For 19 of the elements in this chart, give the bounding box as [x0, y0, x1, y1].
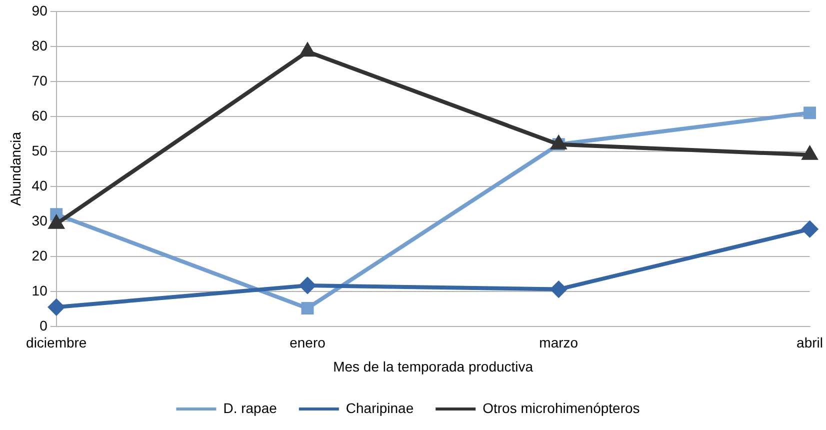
y-tick-label: 30 [32, 212, 48, 228]
legend-label: Charipinae [346, 400, 414, 416]
y-tick-label: 90 [32, 2, 48, 18]
x-tick-label: diciembre [26, 334, 87, 351]
y-axis-title: Abundancia [7, 132, 24, 206]
y-tick-label: 50 [32, 142, 48, 158]
x-tick-label: enero [290, 334, 326, 351]
x-axis-title: Mes de la temporada productiva [333, 358, 534, 374]
legend-label: D. rapae [223, 400, 278, 416]
y-tick-label: 70 [32, 72, 48, 88]
x-tick-label: marzo [539, 334, 578, 351]
y-tick-label: 40 [32, 177, 48, 194]
y-tick-label: 80 [32, 37, 48, 54]
y-tick-label: 20 [32, 247, 48, 264]
y-tick-label: 60 [32, 107, 48, 124]
y-tick-label: 0 [40, 317, 48, 334]
x-tick-label: abril [796, 334, 824, 351]
legend-label: Otros microhimenópteros [482, 400, 640, 416]
y-tick-label: 10 [32, 282, 48, 298]
